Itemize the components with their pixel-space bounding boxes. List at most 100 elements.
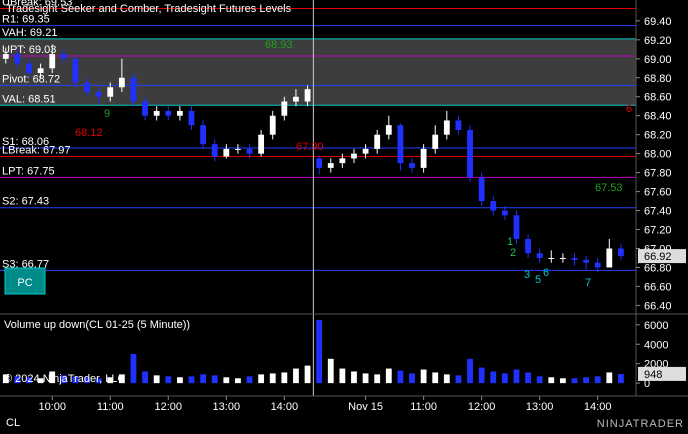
candle-body: [142, 101, 148, 116]
volume-bar: [501, 373, 508, 384]
last-price-tag: [638, 249, 686, 264]
last-volume: 948: [644, 369, 662, 381]
volume-bar: [548, 377, 555, 384]
volume-bar: [14, 376, 21, 384]
level-label: VAL: 68.51: [2, 93, 56, 105]
volume-bar: [176, 377, 183, 384]
annotation: 5: [535, 274, 541, 286]
volume-bar: [478, 367, 485, 384]
volume-bar: [60, 375, 67, 384]
volume-bar: [188, 376, 195, 384]
candle-body: [211, 144, 218, 157]
volume-bar: [26, 377, 32, 384]
volume-bar: [351, 371, 357, 384]
pc-button[interactable]: PC: [4, 267, 46, 295]
candle-body: [176, 110, 183, 116]
volume-bar: [223, 377, 230, 384]
candle-body: [235, 148, 241, 150]
y-tick-label: 67.20: [644, 225, 672, 237]
volume-bar: [606, 372, 613, 384]
candle-body: [536, 253, 543, 258]
volume-bar: [211, 375, 218, 384]
candle-body: [443, 120, 450, 135]
candle-body: [525, 239, 531, 254]
volume-tick-label: 6000: [644, 320, 668, 332]
candle-body: [316, 158, 323, 168]
volume-bar: [130, 353, 137, 384]
x-tick-label: Nov 15: [348, 401, 383, 413]
candle-body: [513, 215, 520, 240]
candle-body: [501, 210, 508, 216]
volume-bar: [293, 368, 299, 384]
candle-body: [95, 92, 102, 97]
chart-title: Tradesight Seeker and Comber, Tradesight…: [6, 3, 292, 15]
volume-bar: [269, 373, 276, 384]
y-tick-label: 68.60: [644, 92, 672, 104]
button-label[interactable]: PC: [17, 277, 32, 289]
x-tick-label: 14:00: [584, 401, 612, 413]
y-tick-label: 67.80: [644, 168, 672, 180]
level-label: S2: 67.43: [2, 196, 49, 208]
y-tick-label: 69.00: [644, 54, 672, 66]
annotation: 3: [524, 269, 530, 281]
candle-body: [362, 148, 369, 154]
candle-body: [72, 58, 79, 83]
annotation: 67.90: [296, 141, 324, 153]
volume-bar: [153, 375, 160, 384]
volume-bar: [467, 358, 473, 384]
last-volume-tag: [638, 366, 686, 381]
volume-bar: [455, 375, 462, 384]
annotation: 6: [543, 267, 549, 279]
candle-body: [37, 68, 44, 74]
y-tick-label: 66.40: [644, 300, 672, 312]
candle-body: [583, 259, 589, 263]
candle-body: [14, 54, 21, 64]
volume-bar: [420, 369, 427, 384]
y-tick-label: 66.60: [644, 281, 672, 293]
level-label: S3: 66.77: [2, 258, 49, 270]
brand-logo: NINJATRADER: [597, 418, 684, 430]
candle-body: [571, 257, 578, 260]
candle-body: [246, 148, 253, 154]
last-price: 66.92: [644, 251, 672, 263]
annotation: 1: [507, 236, 513, 248]
level-label: UPT: 69.03: [2, 44, 56, 56]
volume-bar: [165, 376, 172, 384]
annotation: 7: [585, 277, 591, 289]
y-tick-label: 67.60: [644, 187, 672, 199]
level-label: R1: 69.35: [2, 14, 50, 26]
candle-body: [258, 134, 265, 154]
y-tick-label: 68.80: [644, 73, 672, 85]
candle-body: [165, 110, 172, 116]
y-tick-label: 68.40: [644, 111, 672, 123]
x-tick-label: 12:00: [155, 401, 183, 413]
candle-body: [269, 115, 276, 135]
level-label: UBreak: 69.53: [2, 0, 72, 9]
annotation: 9: [104, 108, 110, 120]
candle-body: [467, 129, 473, 178]
volume-bar: [397, 370, 404, 384]
volume-bar: [432, 372, 439, 384]
volume-bar: [142, 371, 148, 384]
candle-body: [188, 110, 195, 126]
volume-bar: [618, 373, 624, 384]
volume-bar: [107, 377, 114, 384]
volume-bar: [304, 365, 311, 384]
candle-body: [339, 158, 346, 164]
volume-bar: [409, 373, 415, 384]
volume-bar: [362, 373, 369, 384]
volume-bar: [235, 378, 241, 384]
level-label: LBreak: 67.97: [2, 145, 71, 157]
candle-body: [327, 163, 334, 168]
x-tick-label: 12:00: [468, 401, 496, 413]
button-bg[interactable]: [4, 267, 46, 295]
candle-body: [374, 134, 381, 149]
candle-body: [2, 54, 9, 59]
x-tick-label: 14:00: [271, 401, 299, 413]
x-tick-label: 11:00: [410, 401, 437, 413]
candle-body: [84, 82, 90, 93]
candle-body: [118, 77, 125, 88]
x-tick-label: 13:00: [526, 401, 554, 413]
candle-body: [49, 54, 56, 69]
